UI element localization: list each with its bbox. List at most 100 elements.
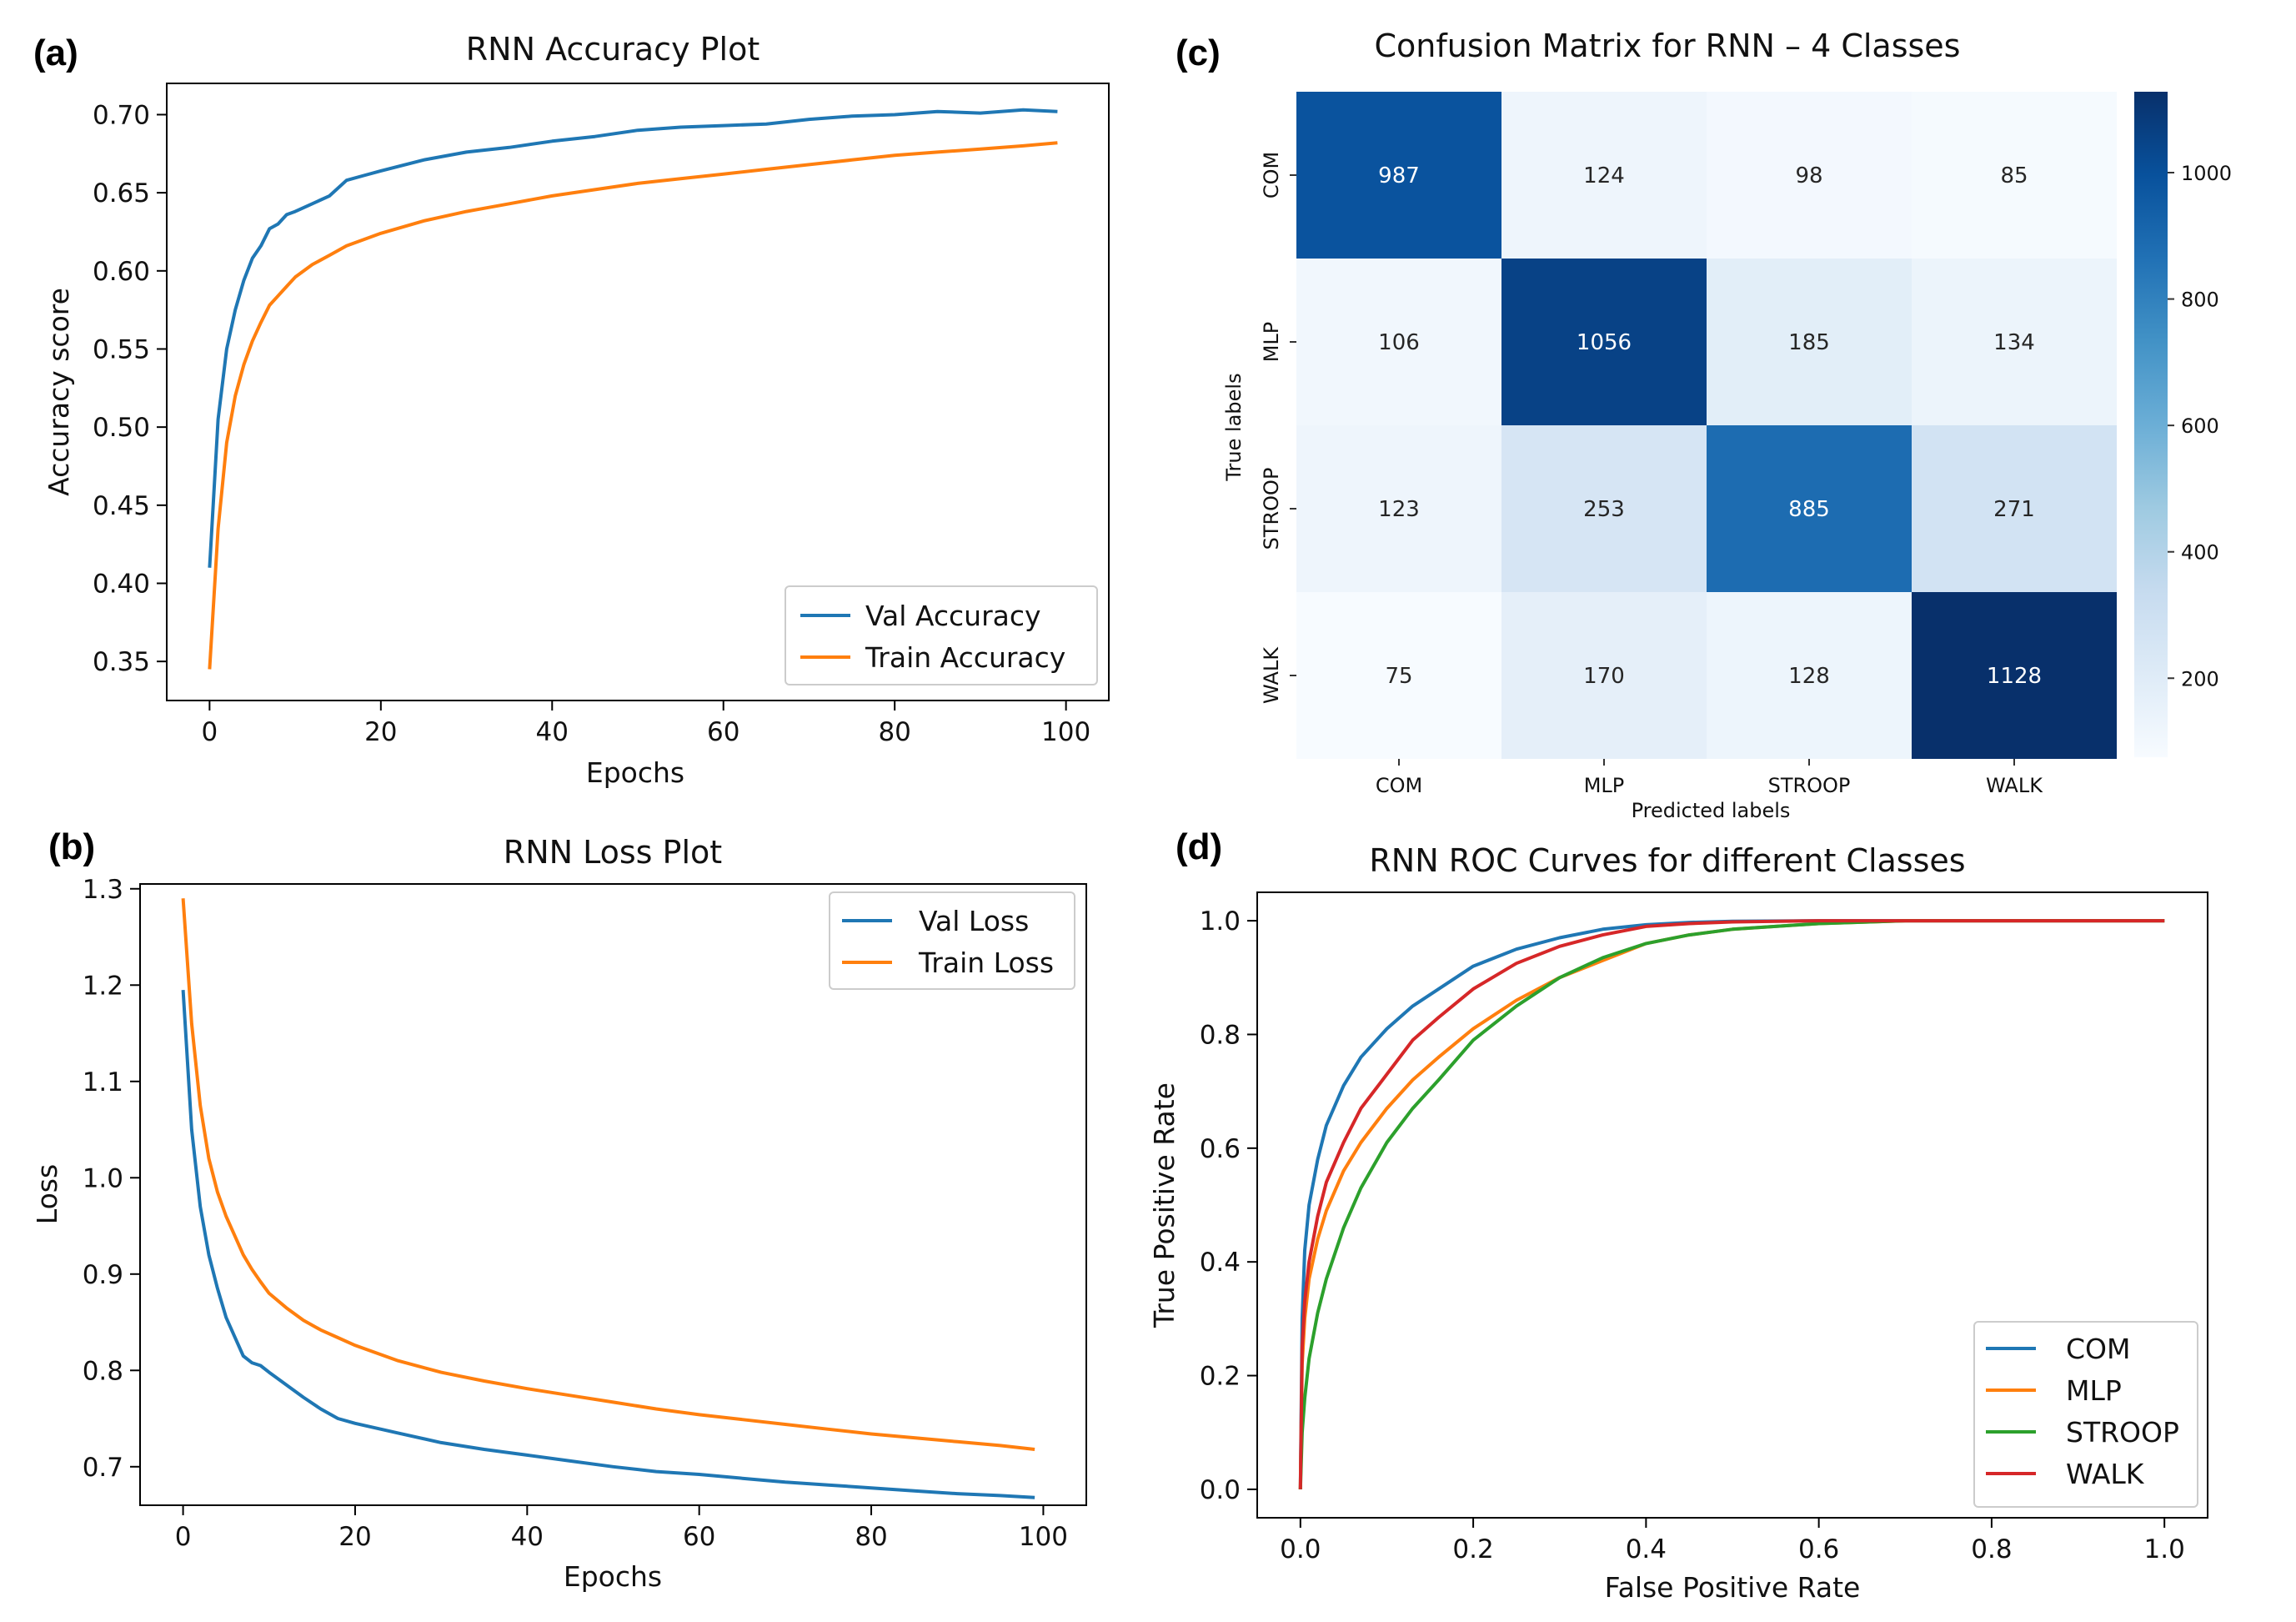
accuracy-line-train-accuracy [208,141,1058,670]
roc-line-stroop [1298,919,2165,1489]
colorbar-tick-label: 1000 [2181,162,2232,185]
loss-x-tick-label: 100 [1019,1522,1068,1552]
confusion-matrix-chart: Confusion Matrix for RNN – 4 Classes 987… [1222,28,2232,822]
confusion-matrix-y-label: True labels [1222,373,1246,481]
roc-x-tick-label: 0.8 [1971,1534,2012,1564]
cm-value-com-walk: 85 [2000,163,2028,188]
legend-label-val-loss: Val Loss [919,905,1029,937]
colorbar-tick-label: 400 [2181,541,2219,565]
accuracy-x-label: Epochs [586,756,684,789]
cm-x-tick-label-com: COM [1376,774,1422,797]
cm-cell-walk-com [1296,592,1501,759]
loss-x-tick-label: 20 [338,1522,371,1552]
cm-x-tick-label-stroop: STROOP [1768,774,1851,797]
cm-value-stroop-stroop: 885 [1788,497,1830,522]
accuracy-y-label: Accuracy score [43,288,75,496]
roc-title: RNN ROC Curves for different Classes [1369,842,1965,879]
roc-plot-frame [1256,891,2208,1519]
confusion-matrix-cells [1296,92,2117,759]
accuracy-y-axis: 0.35 0.40 0.45 0.50 0.55 0.60 0.65 0.70 [93,100,167,677]
accuracy-y-tick-label: 0.60 [93,257,150,287]
roc-x-tick-label: 0.0 [1280,1534,1321,1564]
accuracy-x-tick-label: 100 [1041,717,1090,747]
loss-plot-frame [139,883,1087,1506]
roc-y-axis: 0.0 0.2 0.4 0.6 0.8 1.0 [1200,906,1257,1505]
legend-label-train-accuracy: Train Accuracy [865,641,1065,674]
roc-x-label: False Positive Rate [1605,1571,1861,1604]
roc-y-tick-label: 0.6 [1200,1134,1241,1164]
loss-y-tick-label: 1.1 [83,1067,123,1097]
loss-series-layer [181,898,1035,1499]
roc-line-walk [1298,919,2165,1489]
loss-line-train-loss [181,898,1035,1451]
loss-y-label: Loss [31,1164,63,1224]
cm-value-mlp-walk: 134 [1993,330,2035,355]
roc-x-axis: 0.0 0.2 0.4 0.6 0.8 1.0 [1280,1518,2185,1564]
roc-chart: RNN ROC Curves for different Classes 0.0… [1148,842,2208,1604]
legend-label-walk: WALK [2066,1458,2145,1490]
roc-x-tick-label: 1.0 [2144,1534,2185,1564]
accuracy-x-tick-label: 0 [201,717,218,747]
confusion-matrix-values: 987 124 98 85 106 1056 185 134 123 253 885 271 75 170… [1378,163,2042,689]
accuracy-y-tick-label: 0.40 [93,569,150,599]
roc-x-tick-label: 0.4 [1626,1534,1667,1564]
cm-cell-com-mlp [1501,92,1707,259]
loss-title: RNN Loss Plot [504,834,722,871]
cm-cell-mlp-stroop [1707,259,1912,425]
confusion-matrix-x-label: Predicted labels [1632,799,1791,822]
loss-legend-box [829,891,1075,990]
cm-value-com-com: 987 [1378,163,1420,188]
colorbar-tick-label: 600 [2181,414,2219,438]
loss-x-tick-label: 40 [511,1522,544,1552]
cm-value-stroop-mlp: 253 [1583,497,1625,522]
cm-cell-mlp-com [1296,259,1501,425]
accuracy-chart: RNN Accuracy Plot 0 20 40 60 80 100 0.350.400… [43,31,1110,789]
accuracy-y-tick-label: 0.50 [93,413,150,443]
cm-cell-stroop-mlp [1501,425,1707,592]
colorbar-tick-label: 200 [2181,667,2219,690]
cm-value-mlp-com: 106 [1378,330,1420,355]
cm-cell-walk-stroop [1707,592,1912,759]
cm-cell-mlp-walk [1912,259,2117,425]
loss-y-tick-label: 0.7 [83,1453,123,1483]
cm-cell-stroop-walk [1912,425,2117,592]
loss-y-tick-label: 0.8 [83,1356,123,1386]
roc-legend-box [1973,1321,2198,1508]
cm-value-stroop-com: 123 [1378,497,1420,522]
colorbar-ticks: 200 400 600 800 1000 [2168,162,2232,690]
cm-value-com-mlp: 124 [1583,163,1625,188]
loss-y-tick-label: 1.0 [83,1163,123,1193]
cm-cell-walk-mlp [1501,592,1707,759]
legend-label-val-accuracy: Val Accuracy [865,600,1041,632]
legend-label-mlp: MLP [2066,1374,2122,1407]
accuracy-plot-frame [166,83,1110,701]
confusion-matrix-x-axis: COM MLP STROOP WALK [1376,759,2043,797]
cm-cell-walk-walk [1912,592,2117,759]
accuracy-y-tick-label: 0.55 [93,334,150,364]
legend-label-stroop: STROOP [2066,1416,2179,1449]
cm-value-walk-stroop: 128 [1788,664,1830,689]
loss-x-axis: 0 20 40 60 80 100 [175,1505,1068,1552]
roc-x-tick-label: 0.2 [1452,1534,1493,1564]
cm-value-com-stroop: 98 [1795,163,1822,188]
loss-legend: Val Loss Train Loss [829,891,1075,990]
colorbar-tick-label: 800 [2181,289,2219,312]
cm-cell-mlp-mlp [1501,259,1707,425]
cm-y-tick-label-walk: WALK [1260,646,1283,704]
accuracy-x-tick-label: 40 [536,717,569,747]
roc-y-label: True Positive Rate [1148,1082,1181,1328]
roc-y-tick-label: 1.0 [1200,906,1241,937]
loss-line-val-loss [181,989,1035,1499]
cm-cell-com-com [1296,92,1501,259]
roc-series-layer [1298,919,2165,1489]
panel-label-a: (a) [33,33,78,73]
roc-legend: COM MLP STROOP WALK [1973,1321,2198,1508]
loss-y-tick-label: 1.2 [83,971,123,1001]
roc-y-tick-label: 0.2 [1200,1362,1241,1392]
cm-cell-com-stroop [1707,92,1912,259]
confusion-matrix-title: Confusion Matrix for RNN – 4 Classes [1375,28,1961,64]
roc-y-tick-label: 0.8 [1200,1020,1241,1050]
roc-y-tick-label: 0.0 [1200,1475,1241,1505]
loss-y-tick-label: 0.9 [83,1260,123,1290]
legend-label-com: COM [2066,1333,2131,1365]
